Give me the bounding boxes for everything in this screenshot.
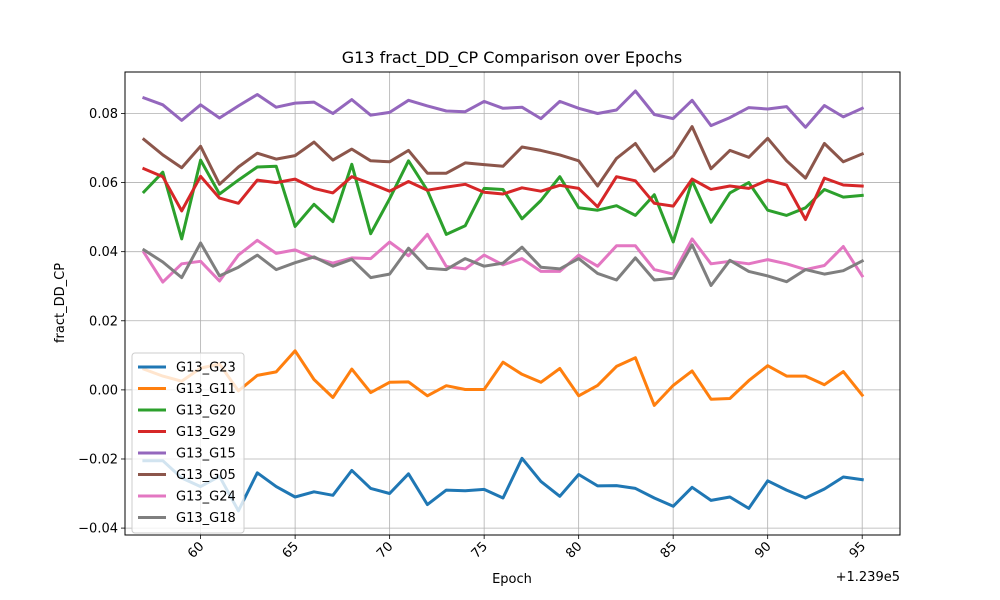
legend-label: G13_G15 [176, 447, 236, 462]
series-line-g13-g18 [141, 241, 865, 287]
x-axis-label: Epoch [492, 572, 532, 587]
y-tick-label: 0.02 [89, 314, 118, 329]
series-layer [141, 89, 865, 513]
legend-label: G13_G23 [176, 361, 236, 376]
y-tick-label: −0.02 [78, 452, 118, 467]
y-tick-label: 0.08 [89, 107, 118, 122]
series-line-g13-g05 [141, 125, 865, 188]
legend-box [131, 352, 245, 534]
series-line-g13-g29 [141, 166, 864, 221]
legend-label: G13_G11 [176, 382, 236, 397]
x-axis-offset-text: +1.239e5 [836, 570, 900, 585]
series-line-g13-g11 [141, 349, 865, 407]
series-line-g13-g23 [142, 456, 864, 513]
legend-label: G13_G20 [176, 404, 236, 419]
grid [125, 72, 900, 535]
y-axis-label: fract_DD_CP [53, 263, 68, 343]
legend-label: G13_G29 [176, 425, 236, 440]
y-axis-ticks: −0.04 −0.02 0.00 0.02 0.04 0.06 0.08 [78, 107, 125, 537]
series-line-g13-g24 [141, 232, 865, 284]
y-tick-label: 0.06 [89, 176, 118, 191]
y-tick-label: −0.04 [78, 522, 118, 537]
legend-label: G13_G05 [176, 468, 236, 483]
y-tick-label: 0.00 [89, 383, 118, 398]
legend: G13_G23 G13_G11 G13_G20 G13_G29 G13_G15 G13_G… [131, 352, 245, 534]
series-line-g13-g20 [141, 158, 864, 244]
legend-label: G13_G18 [176, 511, 236, 526]
y-tick-label: 0.04 [89, 245, 118, 260]
plot-frame [124, 71, 901, 536]
legend-label: G13_G24 [176, 490, 236, 505]
chart-title: G13 fract_DD_CP Comparison over Epochs [342, 48, 682, 68]
series-line-g13-g15 [141, 89, 865, 129]
